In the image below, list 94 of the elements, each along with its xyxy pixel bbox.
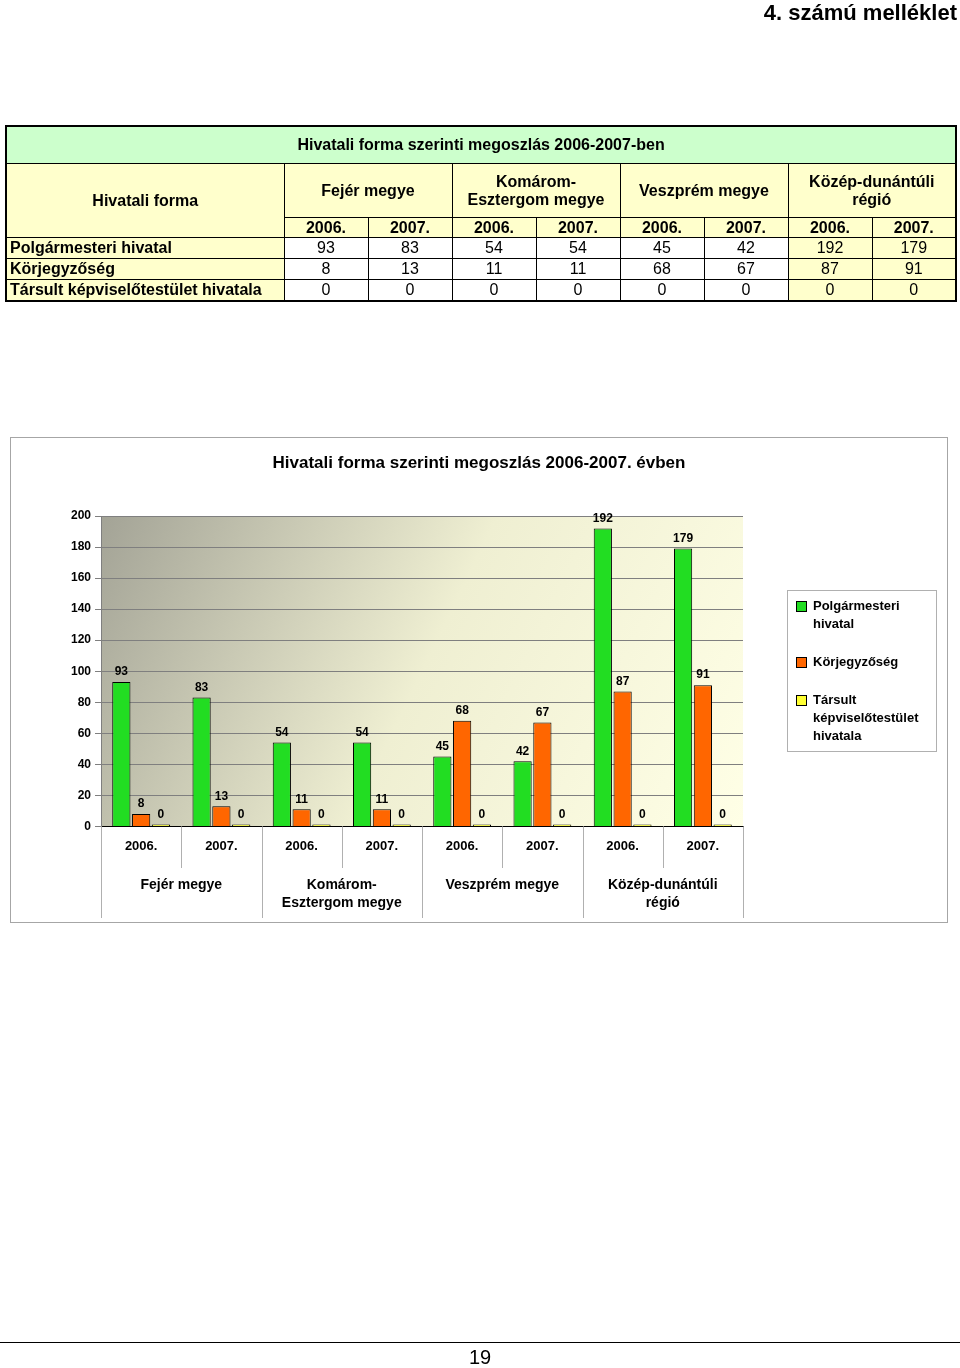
text: Komárom-Esztergom megye [281,875,402,910]
x-tick-label: 2007. [205,837,238,853]
category-label: 2006. [641,218,683,236]
data-label: 11 [485,260,503,277]
data-label: 0 [478,806,486,821]
data-label: 54 [569,239,587,256]
data-label: 87 [821,260,839,277]
data-label: 93 [317,239,335,256]
chart-title: Hivatali forma szerinti megoszlás 2006-2007. évben [272,452,686,472]
data-label: 54 [355,724,370,739]
y-tick-label: 0 [84,818,92,833]
y-tick-label: 120 [70,632,92,647]
data-label: 42 [515,743,530,758]
y-tick-label: 60 [77,725,92,740]
data-label: 0 [321,281,331,298]
data-label: 0 [405,281,415,298]
data-label: 11 [295,791,309,806]
category-label: 2006. [305,218,347,236]
text: Komárom-Esztergom megye [467,172,605,208]
data-label: 0 [741,281,751,298]
data-label: 91 [904,260,923,277]
data-label: 13 [214,788,229,803]
data-label: 83 [194,679,209,694]
data-label: 67 [535,704,550,719]
data-label: 83 [401,239,419,256]
text: Hivatali forma [92,191,199,209]
text: Közép-dunántúli régió [607,875,718,910]
legend-label: Társult képviselőtestület hivatala [813,691,920,745]
text: Közép-dunántúli régió [809,172,935,208]
data-label: 54 [275,724,289,739]
data-label: 0 [639,806,647,821]
data-label: 68 [455,703,470,718]
x-tick-label: 2007. [365,837,399,853]
data-label: 0 [825,281,835,298]
data-label: 11 [569,260,587,277]
text: Veszprém megye [639,181,769,199]
data-label: 68 [653,260,671,277]
data-label: 192 [592,510,614,525]
data-label: 0 [157,806,165,821]
y-tick-label: 180 [70,539,92,554]
data-label: 179 [900,239,928,256]
text: Fejér megye [140,875,223,892]
data-label: 0 [398,806,406,821]
data-label: 0 [719,806,727,821]
y-tick-label: 20 [77,787,92,802]
text: Polgármesteri hivatal [813,597,901,633]
category-label: 2006. [809,218,851,236]
text: Veszprém megye [445,875,560,892]
data-label: 45 [653,239,671,256]
data-label: 0 [573,281,583,298]
data-label: 87 [615,673,630,688]
x-tick-label: 2006. [285,837,318,853]
category-label: 2007. [389,218,431,236]
y-tick-label: 40 [77,756,92,771]
data-label: 192 [816,239,844,256]
x-tick-label: 2006. [124,837,158,853]
text: Körjegyzőség [10,260,115,277]
category-label: 2006. [473,218,515,236]
data-label: 93 [114,664,129,679]
data-label: 0 [909,281,919,298]
x-tick-label: 2006. [445,837,479,853]
series-label: Társult képviselőtestület hivatala [10,281,262,298]
data-label: 11 [375,791,389,806]
x-tick-label: 2007. [686,837,720,853]
data-label: 0 [237,806,245,821]
y-tick-label: 100 [70,663,92,678]
data-label: 91 [696,667,710,682]
data-label: 67 [737,260,755,277]
data-label: 8 [137,796,145,811]
data-label: 42 [737,239,755,256]
y-tick-label: 140 [70,601,92,616]
legend-label: Körjegyzőség [813,653,899,671]
data-label: 179 [673,530,694,545]
data-label: 8 [321,260,331,277]
text: Fejér megye [321,181,415,199]
x-tick-label: 2007. [526,837,559,853]
y-tick-label: 160 [70,570,92,585]
text: 19 [468,1346,492,1368]
category-label: 2007. [557,218,599,236]
x-tick-label: 2006. [606,837,639,853]
text: Hivatali forma szerinti megoszlás 2006-2007-ben [297,136,665,153]
y-tick-label: 200 [70,508,92,523]
data-label: 45 [435,738,450,753]
data-label: 0 [657,281,667,298]
data-label: 0 [318,806,326,821]
data-label: 0 [558,806,566,821]
category-label: 2007. [725,218,767,236]
y-tick-label: 80 [77,694,92,709]
text: Polgármesteri hivatal [10,239,172,256]
category-label: 2007. [893,218,934,236]
text: 4. számú melléklet [763,0,957,25]
data-label: 54 [485,239,503,256]
data-label: 0 [489,281,499,298]
data-label: 13 [401,260,419,277]
